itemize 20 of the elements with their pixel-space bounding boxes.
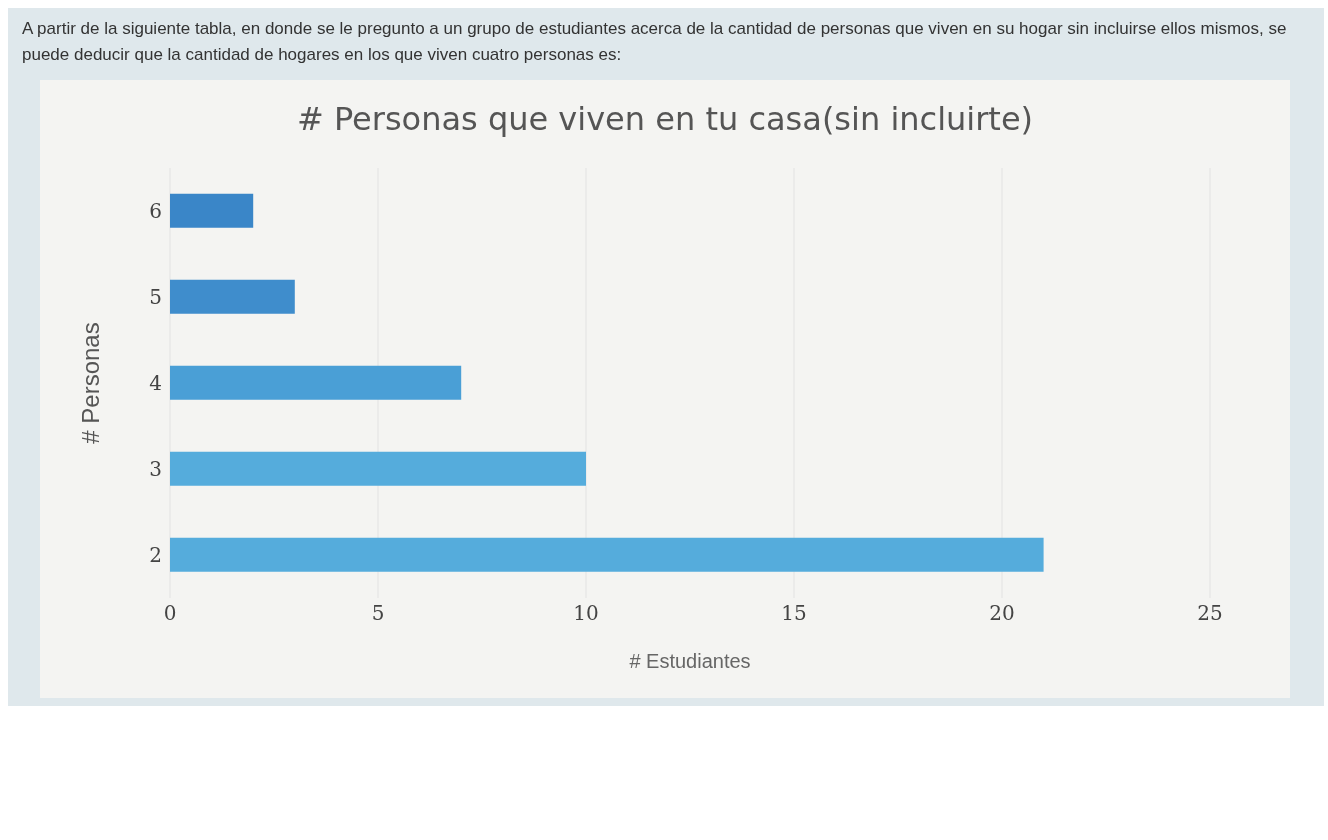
x-tick-label: 25 (1197, 601, 1223, 626)
y-tick-label: 4 (149, 371, 162, 396)
y-tick-label: 5 (149, 285, 162, 310)
x-tick-label: 5 (371, 601, 385, 626)
y-tick-label: 6 (149, 199, 162, 224)
x-tick-label: 20 (989, 601, 1015, 626)
bar (170, 451, 586, 486)
bar (170, 365, 462, 400)
y-axis-title: # Personas (76, 322, 104, 444)
x-tick-label: 15 (781, 601, 807, 626)
chart-title: # Personas que viven en tu casa(sin incluirte) (295, 100, 1035, 138)
y-tick-label: 2 (149, 543, 162, 568)
bar (170, 279, 295, 314)
bar (170, 193, 254, 228)
x-tick-label: 10 (573, 601, 599, 626)
y-tick-label: 3 (149, 457, 162, 482)
x-tick-label: 0 (163, 601, 177, 626)
text: A partir de la siguiente tabla, en donde se le pregunto a un grupo de estudiantes acerca de la cantidad de personas que viven en su hogar sin incluirse ellos mismos, se puede deducir que la cantidad de hogares en los que viven cuatro personas es: (21, 18, 1288, 66)
x-axis-title: # Estudiantes (629, 650, 751, 672)
bar (170, 537, 1044, 572)
